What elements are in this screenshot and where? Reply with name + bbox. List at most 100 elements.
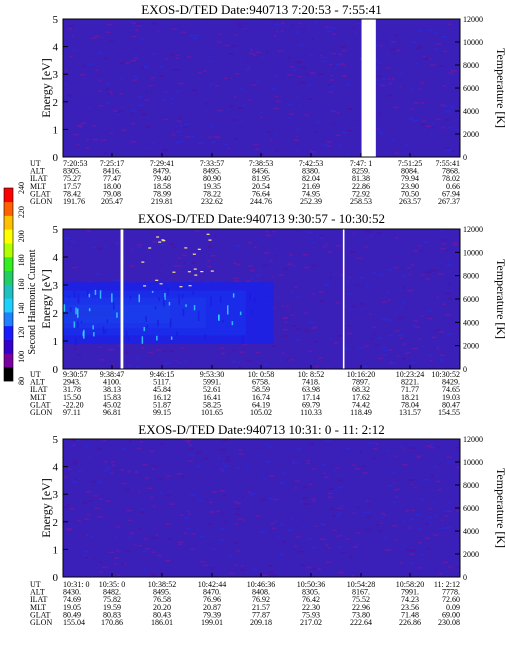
ephemeris-value: 7991. xyxy=(401,588,419,597)
ephemeris-value: 191.76 xyxy=(63,197,85,206)
ephemeris-value: 8305. xyxy=(302,588,320,597)
ephemeris-value: 19.05 xyxy=(63,603,81,612)
y2-axis-label: Temperature [K] xyxy=(494,48,505,128)
ephemeris-value: 8380. xyxy=(302,167,320,176)
colorbar-segment xyxy=(4,256,13,272)
ephemeris-value: 77.47 xyxy=(103,174,121,183)
y-tick-label: 4 xyxy=(53,462,59,474)
ephemeris-value: 199.01 xyxy=(201,618,223,627)
ephemeris-value: 8430. xyxy=(63,588,81,597)
heatmap-background xyxy=(63,19,460,157)
ephemeris-value: 45.84 xyxy=(153,385,171,394)
ephemeris-value: 21.57 xyxy=(252,603,270,612)
ephemeris-value: 8259. xyxy=(352,167,370,176)
ephemeris-value: 101.65 xyxy=(201,408,223,417)
y-axis-label: Energy [eV] xyxy=(39,478,53,537)
ephemeris-value: 79.40 xyxy=(153,174,171,183)
ephemeris-value: 23.56 xyxy=(401,603,419,612)
colorbar-segment xyxy=(4,312,13,327)
y2-tick-label: 0 xyxy=(463,365,467,374)
ephemeris-value: 76.92 xyxy=(252,595,270,604)
ephemeris-value: 8479. xyxy=(153,167,171,176)
colorbar-segment xyxy=(4,325,13,340)
spectrogram-panel-3: EXOS-D/TED Date:940713 10:31: 0 - 11: 2:… xyxy=(30,422,505,627)
ephemeris-value: 8429. xyxy=(442,378,460,387)
ephemeris-value: 7418. xyxy=(302,378,320,387)
ephemeris-row-label: UT xyxy=(30,370,41,379)
heatmap-background xyxy=(63,439,460,577)
ephemeris-value: 82.04 xyxy=(302,174,320,183)
ephemeris-value: 8167. xyxy=(352,588,370,597)
ephemeris-value: 31.78 xyxy=(63,385,81,394)
ephemeris-value: 217.02 xyxy=(300,618,322,627)
ephemeris-value: 8470. xyxy=(203,588,221,597)
colorbar-tick-label: 200 xyxy=(17,230,26,242)
ephemeris-row-label: GLON xyxy=(30,618,52,627)
y-axis-label: Energy [eV] xyxy=(39,58,53,117)
ephemeris-value: 10:54:28 xyxy=(347,580,375,589)
y-tick-label: 2 xyxy=(53,308,59,320)
colorbar-segment xyxy=(4,201,13,216)
ephemeris-value: 22.96 xyxy=(352,603,370,612)
ephemeris-value: 17.57 xyxy=(63,182,81,191)
y2-tick-label: 8000 xyxy=(463,61,479,70)
y2-tick-label: 12000 xyxy=(463,225,483,234)
y2-tick-label: 0 xyxy=(463,153,467,162)
ephemeris-value: 5117. xyxy=(153,378,171,387)
data-gap xyxy=(361,19,376,157)
colorbar-tick-label: 160 xyxy=(17,279,26,291)
ephemeris-value: 80.83 xyxy=(103,610,121,619)
ephemeris-value: 45.02 xyxy=(103,400,121,409)
ephemeris-value: 219.81 xyxy=(151,197,173,206)
ephemeris-value: 38.13 xyxy=(103,385,121,394)
colorbar-segment xyxy=(4,284,13,299)
ephemeris-value: 9:53:30 xyxy=(200,370,224,379)
ephemeris-value: 170.86 xyxy=(101,618,123,627)
y-tick-label: 0 xyxy=(53,364,59,376)
y2-axis-label: Temperature [K] xyxy=(494,259,505,339)
ephemeris-value: 4100. xyxy=(103,378,121,387)
y2-tick-label: 4000 xyxy=(463,318,479,327)
colorbar-tick-label: 120 xyxy=(17,327,26,339)
colorbar-tick-label: 100 xyxy=(17,351,26,363)
ephemeris-row-label: UT xyxy=(30,580,41,589)
colorbar-segment xyxy=(4,339,13,354)
ephemeris-value: 81.95 xyxy=(252,174,270,183)
panel-title: EXOS-D/TED Date:940713 7:20:53 - 7:55:41 xyxy=(141,2,381,17)
y2-tick-label: 2000 xyxy=(463,342,479,351)
ephemeris-value: 10:35: 0 xyxy=(99,580,125,589)
ephemeris-value: 7:42:53 xyxy=(299,159,323,168)
ephemeris-value: 232.62 xyxy=(201,197,223,206)
ephemeris-value: 7:47: 1 xyxy=(350,159,372,168)
ephemeris-row-label: GLON xyxy=(30,408,52,417)
ephemeris-value: 16.12 xyxy=(153,393,171,402)
colorbar-tick-label: 240 xyxy=(17,182,26,194)
colorbar-tick-label: 140 xyxy=(17,303,26,315)
ephemeris-value: 51.87 xyxy=(153,400,171,409)
ephemeris-value: 10:50:36 xyxy=(297,580,325,589)
y2-tick-label: 6000 xyxy=(463,504,479,513)
ephemeris-value: 74.23 xyxy=(401,595,419,604)
ephemeris-row-label: GLAT xyxy=(30,189,51,198)
ephemeris-value: 78.42 xyxy=(63,189,81,198)
ephemeris-value: 205.47 xyxy=(101,197,123,206)
ephemeris-value: 72.92 xyxy=(352,189,370,198)
y-tick-label: 2 xyxy=(53,97,59,109)
ephemeris-value: 16.41 xyxy=(203,393,221,402)
ephemeris-value: 226.86 xyxy=(399,618,421,627)
ephemeris-value: 23.90 xyxy=(401,182,419,191)
ephemeris-value: 75.27 xyxy=(63,174,81,183)
y-tick-label: 5 xyxy=(53,224,59,236)
ephemeris-value: 74.69 xyxy=(63,595,81,604)
colorbar-segment xyxy=(4,353,13,368)
ephemeris-value: 8495. xyxy=(203,167,221,176)
ephemeris-value: 7:51:25 xyxy=(398,159,422,168)
ephemeris-value: 20.20 xyxy=(153,603,171,612)
ephemeris-value: 110.33 xyxy=(300,408,322,417)
ephemeris-value: 154.55 xyxy=(438,408,460,417)
ephemeris-value: 16.74 xyxy=(252,393,270,402)
colorbar-title: Second Harmonic Current xyxy=(27,249,38,354)
ephemeris-value: 105.02 xyxy=(250,408,272,417)
ephemeris-value: 10:38:52 xyxy=(148,580,176,589)
